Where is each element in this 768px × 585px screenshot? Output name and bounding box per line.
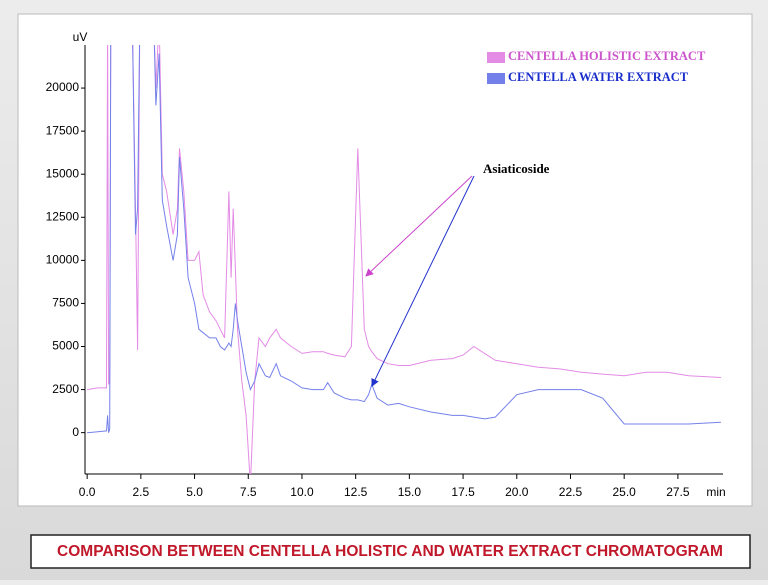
- x-axis-label: min: [706, 485, 725, 499]
- legend-swatch: [487, 73, 505, 84]
- x-tick-label: 22.5: [559, 485, 583, 499]
- legend-label: CENTELLA WATER EXTRACT: [508, 70, 689, 84]
- y-tick-label: 17500: [46, 123, 80, 137]
- y-tick-label: 12500: [46, 209, 80, 223]
- y-tick-label: 5000: [52, 339, 79, 353]
- x-tick-label: 0.0: [79, 485, 96, 499]
- x-tick-label: 17.5: [451, 485, 475, 499]
- series-line: [87, 45, 721, 434]
- x-tick-label: 15.0: [398, 485, 422, 499]
- chart-frame: [17, 13, 753, 507]
- y-tick-label: 7500: [52, 296, 79, 310]
- legend-swatch: [487, 52, 505, 63]
- legend-label: CENTELLA HOLISTIC EXTRACT: [508, 49, 706, 63]
- x-tick-label: 25.0: [613, 485, 637, 499]
- y-tick-label: 0: [72, 425, 79, 439]
- x-tick-label: 27.5: [666, 485, 690, 499]
- caption: COMPARISON BETWEEN CENTELLA HOLISTIC AND…: [57, 543, 723, 560]
- y-tick-label: 2500: [52, 382, 79, 396]
- plot-area: [87, 45, 721, 474]
- x-tick-label: 7.5: [240, 485, 257, 499]
- x-tick-label: 12.5: [344, 485, 368, 499]
- x-tick-label: 10.0: [290, 485, 314, 499]
- x-tick-label: 2.5: [133, 485, 150, 499]
- y-tick-label: 15000: [46, 166, 80, 180]
- annotation: Asiaticoside: [483, 161, 550, 176]
- caption-box: [30, 534, 751, 569]
- arrow: [365, 175, 473, 277]
- arrow: [371, 175, 475, 387]
- x-tick-label: 20.0: [505, 485, 529, 499]
- y-tick-label: 20000: [46, 80, 80, 94]
- x-tick-label: 5.0: [186, 485, 203, 499]
- y-axis-label: uV: [73, 30, 88, 44]
- y-tick-label: 10000: [46, 253, 80, 267]
- series-line: [87, 45, 721, 474]
